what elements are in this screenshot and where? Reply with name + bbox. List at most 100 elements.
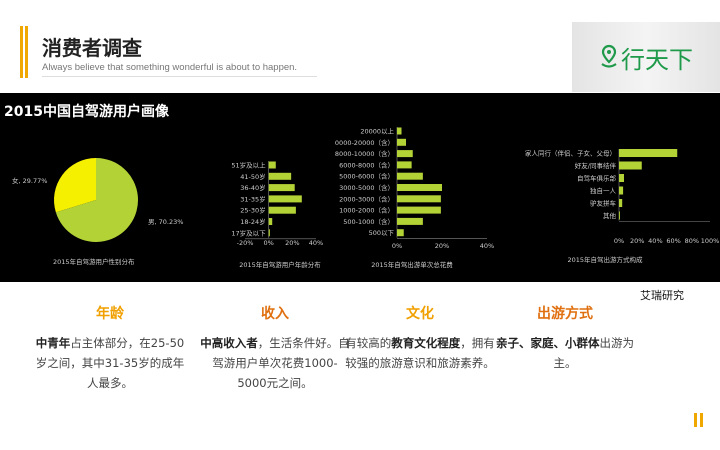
- insight-text: 中高收入者，生活条件好。自驾游用户单次花费1000-5000元之间。: [200, 333, 350, 393]
- charts: 女, 29.77% 男, 70.23% 2015年自驾游用户性别分布 51岁及以上 41…: [12, 127, 720, 270]
- bar: [268, 195, 302, 203]
- page-subtitle: Always believe that something wonderful …: [42, 62, 317, 77]
- chart-title: 2015年自驾出游单次总花费: [371, 260, 453, 269]
- x-tick-label: 100%: [701, 237, 720, 245]
- x-tick-label: 80%: [685, 237, 699, 245]
- bar: [397, 161, 412, 169]
- bar: [397, 138, 406, 146]
- accent-bar: [25, 26, 28, 78]
- highlight-text: 中高收入者: [200, 336, 258, 350]
- pie-label: 女, 29.77%: [12, 176, 47, 185]
- category-label: 500以下: [369, 229, 395, 237]
- insight-text: 中青年占主体部分，在25-50岁之间，其中31-35岁的成年人最多。: [35, 333, 185, 393]
- category-label: 8000-10000（含）: [335, 149, 394, 158]
- insight-column: 收入 中高收入者，生活条件好。自驾游用户单次花费1000-5000元之间。: [200, 303, 350, 393]
- category-label: 500-1000（含）: [343, 217, 394, 226]
- pie-label: 男, 70.23%: [148, 218, 183, 226]
- bar: [268, 184, 295, 192]
- highlight-text: 教育文化程度: [391, 336, 461, 350]
- panel-title: 2015中国自驾游用户画像: [4, 104, 169, 120]
- location-pin-icon: [601, 44, 617, 68]
- x-tick-label: 0%: [264, 239, 274, 247]
- category-label: 41-50岁: [240, 172, 265, 181]
- bar: [397, 184, 442, 191]
- insight-heading: 收入: [261, 306, 289, 322]
- category-label: 20000以上: [360, 127, 394, 136]
- bar: [268, 161, 276, 169]
- category-label: 0000-20000（含）: [335, 138, 394, 147]
- bar: [268, 229, 270, 237]
- highlight-text: 亲子、家庭、小群体: [496, 336, 600, 350]
- category-label: 2000-3000（含）: [339, 194, 394, 203]
- body-text: 出游为主。: [553, 336, 635, 370]
- category-label: 18-24岁: [240, 217, 265, 226]
- x-tick-label: 20%: [285, 239, 299, 247]
- bar: [397, 150, 413, 158]
- x-tick-label: -20%: [237, 239, 254, 247]
- x-tick-label: 20%: [435, 242, 449, 250]
- bar: [619, 174, 625, 182]
- category-label: 自驾车俱乐部: [577, 174, 617, 183]
- pie-slice-男: [55, 158, 139, 242]
- insight-column: 出游方式亲子、家庭、小群体出游为主。: [490, 303, 640, 373]
- x-tick-label: 40%: [309, 239, 323, 247]
- x-tick-label: 0%: [614, 237, 624, 245]
- category-label: 其他: [603, 211, 617, 220]
- logo-text: 行天下: [621, 45, 693, 74]
- bar: [268, 218, 273, 225]
- bar: [397, 229, 404, 237]
- insight-heading: 年龄: [96, 306, 124, 322]
- bar: [397, 127, 402, 135]
- category-label: 好友/同事结伴: [575, 161, 617, 170]
- accent-bar: [20, 26, 23, 78]
- pause-icon: [694, 413, 704, 427]
- chart-title: 2015年自驾游用户性别分布: [53, 257, 135, 266]
- chart-title: 2015年自驾游用户年龄分布: [239, 260, 321, 269]
- body-text: ，生活条件好。自驾游用户单次花费1000-5000元之间。: [212, 336, 350, 390]
- x-tick-label: 40%: [648, 237, 662, 245]
- source-label: 艾瑞研究: [640, 289, 684, 302]
- insight-text: 亲子、家庭、小群体出游为主。: [490, 333, 640, 373]
- category-label: 51岁及以上: [231, 161, 266, 170]
- bar: [619, 161, 642, 170]
- body-text: ，拥有较强的旅游意识和旅游素养。: [345, 336, 495, 370]
- bar: [268, 206, 296, 214]
- category-label: 3000-5000（含）: [339, 183, 394, 192]
- insight-heading: 文化: [406, 306, 434, 322]
- highlight-text: 中青年: [35, 336, 71, 350]
- category-label: 25-30岁: [240, 206, 265, 215]
- category-label: 1000-2000（含）: [339, 206, 394, 215]
- bar: [397, 217, 423, 225]
- bar: [619, 149, 678, 157]
- category-label: 6000-8000（含）: [339, 160, 394, 169]
- x-tick-label: 0%: [392, 242, 402, 250]
- bar: [397, 172, 423, 180]
- body-text: 占主体部分，在25-50岁之间，其中31-35岁的成年人最多。: [35, 336, 185, 390]
- category-label: 31-35岁: [240, 194, 265, 203]
- category-label: 36-40岁: [240, 183, 265, 192]
- insight-text: 有较高的教育文化程度，拥有较强的旅游意识和旅游素养。: [345, 333, 495, 373]
- insight-column: 年龄中青年占主体部分，在25-50岁之间，其中31-35岁的成年人最多。: [35, 303, 185, 393]
- insight-column: 文化 有较高的教育文化程度，拥有较强的旅游意识和旅游素养。: [345, 303, 495, 373]
- chart-title: 2015年自驾出游方式构成: [567, 255, 643, 264]
- pie-slice-女: [54, 158, 96, 213]
- category-label: 5000-6000（含）: [339, 172, 394, 181]
- bar: [268, 172, 292, 180]
- category-label: 独自一人: [590, 186, 617, 195]
- x-tick-label: 40%: [480, 242, 494, 250]
- bar: [619, 211, 620, 220]
- page-title: 消费者调查: [42, 36, 142, 60]
- category-label: 驴友拼车: [590, 199, 617, 208]
- logo: 行天下: [572, 22, 720, 92]
- category-label: 家人同行（伴侣、子女、父母）: [525, 149, 616, 158]
- bar: [397, 206, 441, 214]
- x-tick-label: 20%: [630, 237, 644, 245]
- bar: [397, 195, 441, 203]
- bar: [619, 186, 624, 195]
- category-label: 17岁及以下: [231, 228, 266, 237]
- survey-panel: 2015中国自驾游用户画像 女, 29.77% 男, 70.23% 2015年自驾游…: [0, 93, 720, 282]
- insight-heading: 出游方式: [537, 306, 593, 322]
- body-text: 有较高的: [345, 336, 392, 350]
- x-tick-label: 60%: [666, 237, 680, 245]
- bar: [619, 199, 623, 207]
